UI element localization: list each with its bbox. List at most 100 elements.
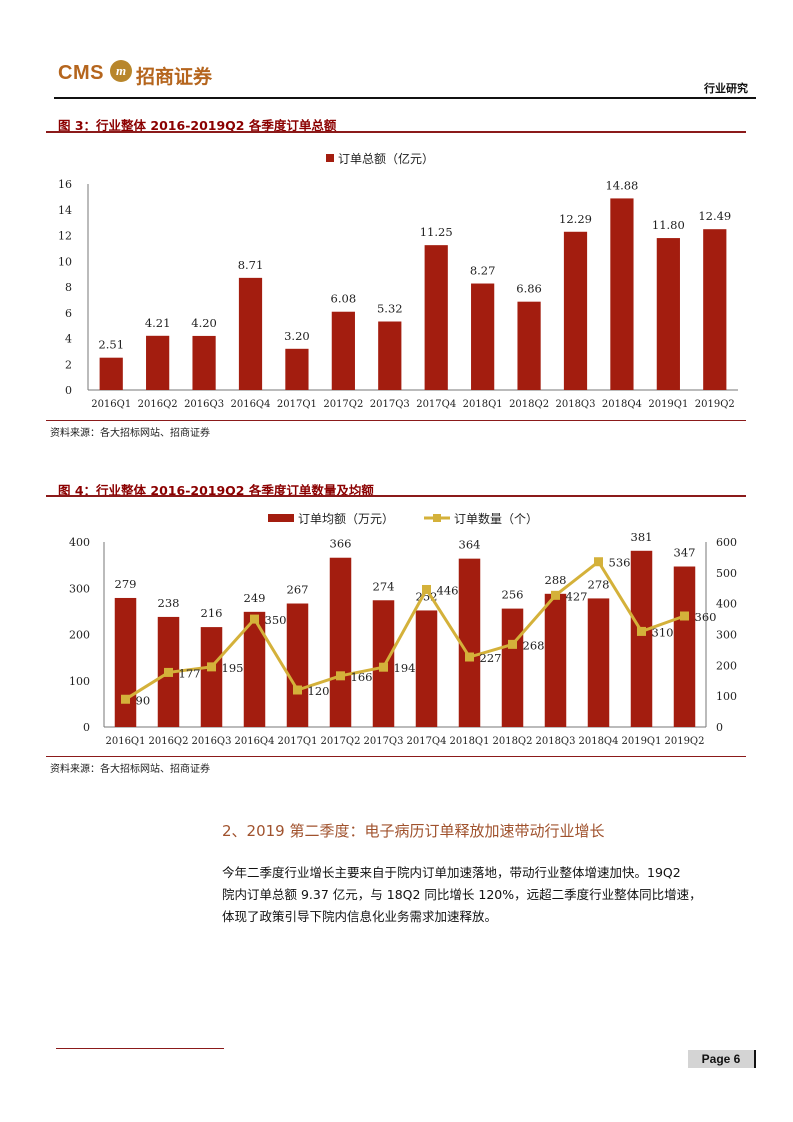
logo-text: CMS (58, 62, 104, 84)
data-label: 2.51 (98, 338, 124, 352)
bar-data-label: 256 (502, 588, 524, 602)
data-label: 6.86 (516, 282, 542, 296)
x-tick-label: 2017Q3 (363, 736, 403, 747)
bar (286, 603, 309, 727)
line-data-label: 195 (222, 661, 244, 675)
y2-tick-label: 200 (716, 659, 737, 672)
bar-data-label: 216 (201, 606, 223, 620)
y-tick-label: 0 (65, 384, 72, 397)
figure4-title-rule (46, 495, 746, 497)
x-tick-label: 2016Q3 (191, 736, 231, 747)
y-tick-label: 4 (65, 333, 72, 346)
y2-tick-label: 400 (716, 598, 737, 611)
data-label: 11.80 (652, 218, 685, 232)
y-tick-label: 8 (65, 281, 72, 294)
bar (673, 566, 696, 727)
bar (544, 593, 567, 727)
bar (329, 557, 352, 727)
figure3-title: 图 3：行业整体 2016-2019Q2 各季度订单总额 (58, 118, 337, 133)
line-marker (164, 667, 173, 677)
figure3-title-rule (46, 131, 746, 133)
bar (656, 238, 680, 390)
bar-data-label: 364 (459, 538, 481, 552)
body-paragraph: 今年二季度行业增长主要来自于院内订单加速落地，带动行业整体增速加快。19Q2 院… (222, 862, 752, 928)
x-tick-label: 2018Q3 (535, 736, 575, 747)
x-tick-label: 2016Q1 (91, 399, 131, 410)
figure4-chart: 0 100 200 300 400 0 100 200 300 400 500 600 279 2016Q… (69, 511, 737, 747)
data-label: 6.08 (331, 292, 357, 306)
line-marker (250, 614, 259, 624)
body-line-2: 院内订单总额 9.37 亿元，与 18Q2 同比增长 120%，远超二季度行业整… (222, 887, 702, 902)
x-tick-label: 2017Q3 (370, 399, 410, 410)
line-marker (422, 584, 431, 594)
line-marker (680, 611, 689, 621)
y-tick-label: 10 (58, 255, 72, 268)
x-tick-label: 2016Q4 (230, 399, 270, 410)
x-tick-label: 2019Q2 (664, 736, 704, 747)
bar (471, 283, 495, 390)
line-marker (508, 639, 517, 649)
line-data-label: 177 (179, 666, 201, 680)
line-marker (551, 590, 560, 600)
line-data-label: 446 (437, 583, 459, 597)
figure4-source: 资料来源：各大招标网站、招商证券 (50, 764, 210, 775)
x-tick-label: 2019Q1 (621, 736, 661, 747)
legend-swatch-marker (433, 514, 441, 522)
company-name: 招商证券 (136, 67, 213, 88)
x-tick-label: 2018Q4 (602, 399, 642, 410)
x-tick-label: 2017Q2 (320, 736, 360, 747)
data-label: 12.49 (698, 209, 731, 223)
bar-data-label: 288 (545, 573, 567, 587)
x-tick-label: 2019Q1 (648, 399, 688, 410)
legend-label: 订单总额（亿元） (338, 151, 434, 166)
bar-data-label: 267 (287, 583, 309, 597)
x-tick-label: 2016Q4 (234, 736, 274, 747)
bar (587, 598, 610, 727)
line-marker (594, 557, 603, 567)
y-tick-label: 12 (58, 230, 72, 243)
x-tick-label: 2016Q2 (138, 399, 178, 410)
y2-tick-label: 600 (716, 536, 737, 549)
line-marker (637, 626, 646, 636)
y-tick-label: 300 (69, 582, 90, 595)
bar (331, 311, 355, 390)
line-data-label: 227 (480, 651, 502, 665)
bar-data-label: 238 (158, 596, 180, 610)
x-tick-label: 2016Q1 (105, 736, 145, 747)
y2-tick-label: 300 (716, 629, 737, 642)
bar-data-label: 279 (115, 577, 137, 591)
figure3-source: 资料来源：各大招标网站、招商证券 (50, 428, 210, 439)
bar (200, 627, 223, 727)
bar (285, 348, 309, 390)
x-tick-label: 2017Q4 (416, 399, 456, 410)
legend-label-line: 订单数量（个） (454, 511, 538, 526)
line-data-label: 536 (609, 556, 631, 570)
line-data-label: 120 (308, 684, 330, 698)
line-data-label: 310 (652, 625, 674, 639)
bar (424, 245, 448, 390)
bar (114, 597, 137, 727)
bar-data-label: 278 (588, 577, 610, 591)
logo-badge-icon: m (110, 60, 132, 82)
bar (238, 277, 263, 390)
legend-swatch-bar (268, 514, 294, 522)
y-tick-label: 16 (58, 178, 72, 191)
bar (517, 301, 541, 390)
data-label: 12.29 (559, 212, 592, 226)
bar-data-label: 249 (244, 591, 266, 605)
line-data-label: 166 (351, 670, 373, 684)
data-label: 8.27 (470, 264, 496, 278)
section-label: 行业研究 (704, 82, 748, 95)
data-label: 4.20 (191, 316, 217, 330)
x-tick-label: 2017Q2 (323, 399, 363, 410)
y-tick-label: 100 (69, 675, 90, 688)
bar (630, 550, 653, 727)
y-tick-label: 14 (58, 204, 72, 217)
data-label: 4.21 (145, 316, 171, 330)
x-tick-label: 2016Q3 (184, 399, 224, 410)
bar (458, 558, 481, 727)
line-data-label: 90 (136, 693, 151, 707)
x-tick-label: 2016Q2 (148, 736, 188, 747)
body-line-1: 今年二季度行业增长主要来自于院内订单加速落地，带动行业整体增速加快。19Q2 (222, 865, 681, 880)
x-tick-label: 2019Q2 (695, 399, 735, 410)
